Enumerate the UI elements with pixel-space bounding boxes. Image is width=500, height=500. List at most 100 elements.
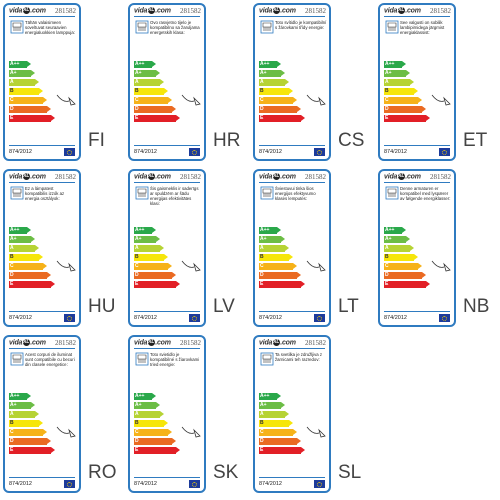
divider	[9, 16, 75, 17]
product-code: 281582	[55, 339, 76, 347]
energy-class-bar: A	[259, 79, 289, 86]
energy-class-bar: A++	[134, 227, 156, 234]
language-code: HR	[213, 130, 241, 151]
vidaxl-logo: vidaXL.com	[259, 339, 296, 347]
energy-class-bar: C	[134, 97, 172, 104]
energy-class-bar: D	[259, 438, 301, 445]
energy-class-bar: A++	[384, 227, 406, 234]
energy-class-bar: A+	[384, 70, 410, 77]
energy-class-bar: D	[259, 106, 301, 113]
energy-class-bar: C	[134, 263, 172, 270]
compatibility-text: Toto svítidlo je kompatibilní s žárovkam…	[275, 20, 327, 30]
energy-class-bar: D	[134, 106, 176, 113]
eu-flag-icon	[64, 314, 75, 322]
energy-class-scale: A++ A+ A B C D E	[134, 227, 180, 290]
eu-flag-icon	[314, 480, 325, 488]
energy-class-bar: A	[384, 79, 414, 86]
regulation-number: 874/2012	[259, 481, 282, 487]
compatibility-text: Ta svetilka je združljiva z žarnicami te…	[275, 352, 323, 362]
energy-label-cell: vidaXL.com 281582 See valgusti on sobilik …	[375, 0, 500, 166]
lamp-icon	[56, 94, 76, 106]
lightbulb-icon	[135, 20, 149, 34]
energy-class-bar: A++	[134, 61, 156, 68]
divider	[259, 348, 325, 349]
energy-class-bar: B	[259, 88, 293, 95]
lamp-icon	[181, 260, 201, 272]
energy-class-bar: A	[9, 411, 39, 418]
vidaxl-logo: vidaXL.com	[134, 7, 171, 15]
regulation-number: 874/2012	[384, 149, 407, 155]
energy-label-card: vidaXL.com 281582 Šviestuvui tinka šios en…	[253, 169, 331, 327]
energy-class-bar: D	[9, 272, 51, 279]
energy-class-bar: C	[384, 97, 422, 104]
divider	[134, 182, 200, 183]
energy-label-card: vidaXL.com 281582 Ta svetilka je združljiv…	[253, 335, 331, 493]
energy-class-bar: B	[384, 88, 418, 95]
energy-label-cell: vidaXL.com 281582 Ta svetilka je združljiv…	[250, 332, 375, 498]
energy-class-bar: B	[9, 420, 43, 427]
energy-class-bar: A	[259, 411, 289, 418]
lightbulb-icon	[135, 352, 149, 366]
product-code: 281582	[305, 7, 326, 15]
compatibility-text: Acest corpuri de iluminat sunt compatibi…	[25, 352, 75, 367]
language-code: FI	[88, 130, 105, 151]
vidaxl-logo: vidaXL.com	[259, 173, 296, 181]
energy-class-scale: A++ A+ A B C D E	[259, 227, 305, 290]
energy-class-bar: C	[134, 429, 172, 436]
vidaxl-logo: vidaXL.com	[9, 173, 46, 181]
energy-class-bar: A++	[9, 227, 31, 234]
divider	[134, 348, 200, 349]
energy-class-bar: A+	[134, 70, 160, 77]
energy-class-bar: D	[134, 438, 176, 445]
regulation-number: 874/2012	[134, 315, 157, 321]
energy-class-bar: C	[259, 97, 297, 104]
language-code: SL	[338, 462, 362, 483]
energy-class-bar: C	[9, 263, 47, 270]
energy-class-bar: A	[134, 245, 164, 252]
energy-class-bar: E	[9, 115, 55, 122]
eu-flag-icon	[314, 148, 325, 156]
divider	[384, 16, 450, 17]
energy-label-cell: vidaXL.com 281582 Ez a lámpatest kompatibi…	[0, 166, 125, 332]
regulation-number: 874/2012	[259, 149, 282, 155]
compatibility-text: Tähän valaisimeen soveltuvat seuraavien …	[25, 20, 75, 35]
language-code: SK	[213, 462, 239, 483]
lightbulb-icon	[385, 186, 399, 200]
energy-class-bar: A++	[259, 393, 281, 400]
energy-class-bar: A++	[9, 61, 31, 68]
eu-flag-icon	[64, 148, 75, 156]
lamp-icon	[431, 260, 451, 272]
energy-class-scale: A++ A+ A B C D E	[134, 61, 180, 124]
divider	[9, 311, 75, 312]
lamp-icon	[306, 260, 326, 272]
energy-class-bar: A+	[259, 402, 285, 409]
energy-label-cell: vidaXL.com 281582 Šviestuvui tinka šios en…	[250, 166, 375, 332]
energy-class-bar: A+	[384, 236, 410, 243]
energy-class-bar: A++	[259, 61, 281, 68]
vidaxl-logo: vidaXL.com	[9, 339, 46, 347]
energy-label-cell: vidaXL.com 281582 Acest corpuri de ilumina…	[0, 332, 125, 498]
energy-class-bar: A++	[259, 227, 281, 234]
energy-class-bar: B	[134, 88, 168, 95]
language-code: HU	[88, 296, 116, 317]
divider	[9, 477, 75, 478]
language-code: RO	[88, 462, 117, 483]
lightbulb-icon	[260, 186, 274, 200]
energy-class-bar: D	[384, 272, 426, 279]
energy-label-cell: vidaXL.com 281582 Toto svítidlo je kompati…	[250, 0, 375, 166]
lamp-icon	[431, 94, 451, 106]
energy-label-cell: vidaXL.com 281582 Toto svietidlo je kompat…	[125, 332, 250, 498]
lightbulb-icon	[10, 186, 24, 200]
lightbulb-icon	[10, 20, 24, 34]
lamp-icon	[306, 94, 326, 106]
energy-label-cell: vidaXL.com 281582 Tähän valaisimeen sovelt…	[0, 0, 125, 166]
energy-class-bar: C	[9, 97, 47, 104]
eu-flag-icon	[439, 148, 450, 156]
divider	[259, 16, 325, 17]
energy-label-card: vidaXL.com 281582 Denne armaturen er kompa…	[378, 169, 456, 327]
energy-label-card: vidaXL.com 281582 Toto svietidlo je kompat…	[128, 335, 206, 493]
energy-class-bar: A+	[9, 402, 35, 409]
energy-class-scale: A++ A+ A B C D E	[384, 227, 430, 290]
energy-class-bar: D	[134, 272, 176, 279]
energy-label-cell: vidaXL.com 281582 Denne armaturen er kompa…	[375, 166, 500, 332]
